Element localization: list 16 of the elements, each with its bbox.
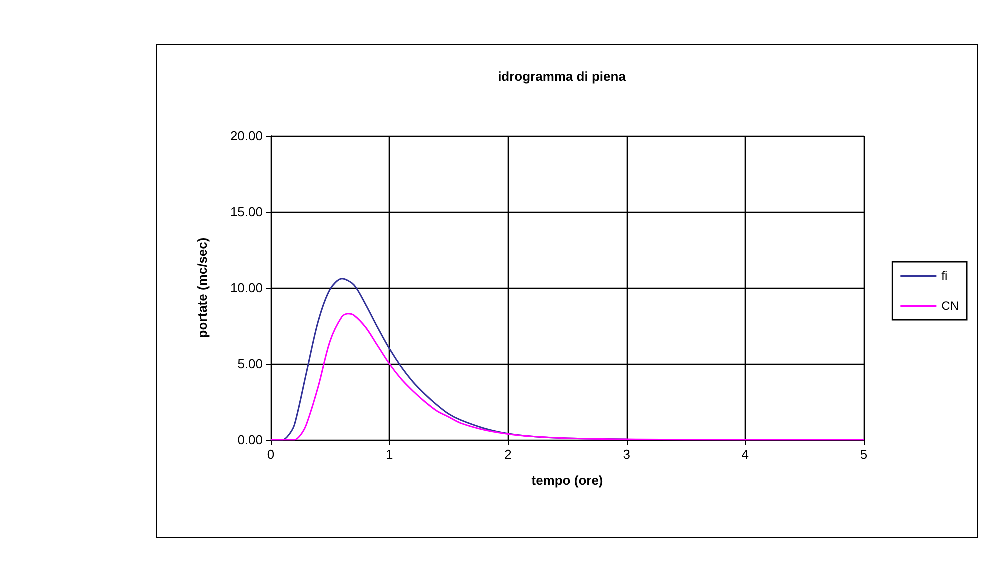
legend-label: fi <box>942 269 948 283</box>
x-axis-title: tempo (ore) <box>532 473 604 488</box>
x-tick-label: 3 <box>623 447 630 462</box>
x-tick-label: 0 <box>267 447 275 462</box>
x-tick-label: 4 <box>742 447 750 462</box>
y-tick-label: 15.00 <box>230 204 263 220</box>
legend-label: CN <box>942 299 960 313</box>
x-tick-label: 2 <box>504 447 512 462</box>
y-tick-label: 0.00 <box>238 432 263 448</box>
y-tick-label: 10.00 <box>230 280 263 296</box>
y-tick-label: 20.00 <box>230 128 263 144</box>
y-axis-title: portate (mc/sec) <box>195 238 210 338</box>
x-tick-label: 5 <box>860 447 868 462</box>
y-tick-label: 5.00 <box>238 356 263 372</box>
x-tick-label: 1 <box>386 447 394 462</box>
chart-title: idrogramma di piena <box>498 69 627 84</box>
